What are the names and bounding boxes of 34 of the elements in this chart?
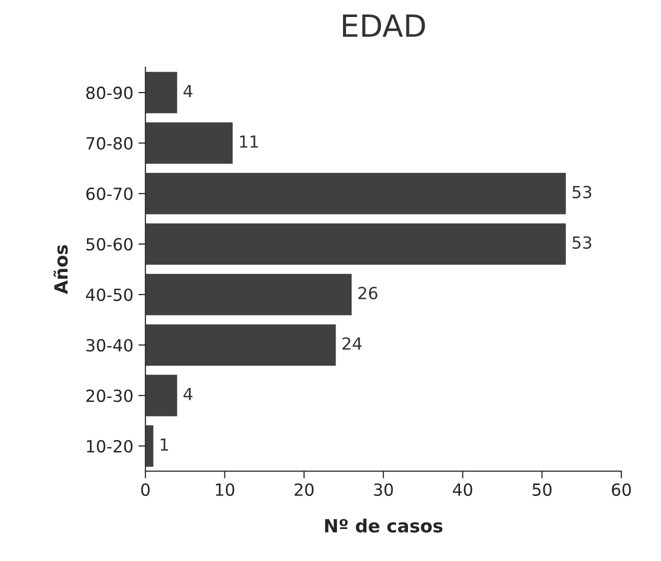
y-tick-label: 50-60 [86, 238, 133, 251]
x-tick-label: 20 [294, 483, 314, 496]
bar [145, 374, 178, 416]
bar [145, 122, 233, 164]
data-label: 24 [342, 337, 362, 350]
x-tick-label: 40 [452, 483, 472, 496]
y-axis-title: Años [53, 245, 68, 294]
y-tick-label: 70-80 [86, 137, 133, 150]
bar [145, 324, 336, 366]
data-label: 4 [184, 388, 192, 400]
y-tick-label: 60-70 [86, 188, 133, 200]
y-tick-label: 40-50 [86, 288, 133, 302]
x-tick-label: 60 [612, 483, 631, 496]
x-tick-label: 0 [141, 483, 150, 496]
data-label: 53 [572, 186, 592, 198]
chart-title: EDAD [343, 14, 425, 37]
bar [145, 274, 352, 316]
bar [145, 172, 566, 214]
data-label: 53 [572, 236, 592, 249]
y-tick-label: 10-20 [87, 440, 133, 453]
y-tick-label: 80-90 [86, 86, 133, 100]
data-label: 11 [240, 136, 258, 148]
y-tick-label: 20-30 [86, 389, 133, 402]
x-axis-title: Nº de casos [325, 518, 442, 533]
x-tick-label: 30 [374, 483, 393, 496]
bar [145, 72, 178, 114]
data-label: 4 [184, 85, 192, 98]
x-tick-label: 50 [532, 483, 552, 496]
bar [145, 425, 154, 467]
y-tick-label: 30-40 [86, 338, 133, 352]
bar [145, 223, 566, 265]
data-label: 26 [358, 286, 378, 300]
data-label: 1 [160, 438, 168, 451]
x-tick-label: 10 [216, 483, 234, 496]
